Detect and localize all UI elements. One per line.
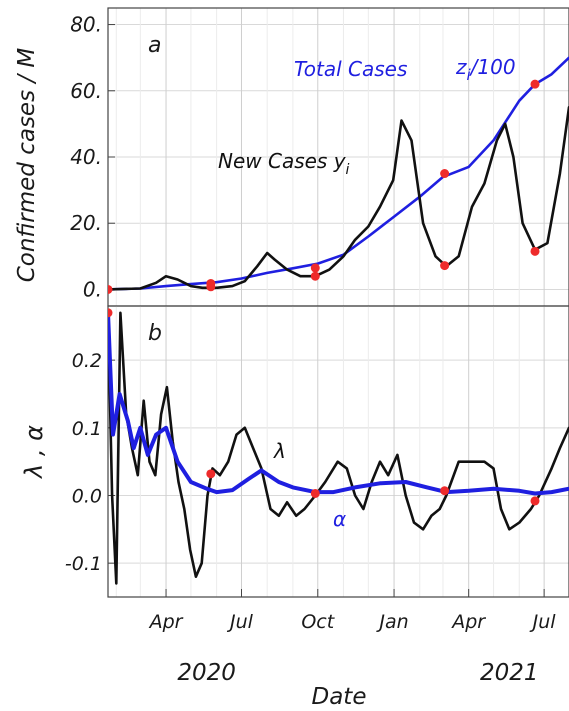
- data-marker: [310, 271, 320, 281]
- series-line-a-0: [108, 56, 569, 291]
- series-line-b-1: [108, 310, 569, 496]
- x-tick-label: Oct: [301, 611, 335, 633]
- panel-b-chart: -0.1 0.0 0.1 0.2 b λ , α λ α: [20, 305, 569, 598]
- y-tick-label: 0.0: [72, 485, 102, 507]
- y-tick-label: 40.: [70, 145, 102, 169]
- year-label: 2020: [177, 660, 236, 686]
- x-tick-label: Jul: [529, 611, 557, 633]
- y-tick-label: -0.1: [65, 553, 102, 575]
- x-tick-label: Apr: [148, 611, 184, 633]
- y-tick-label: 0.: [83, 277, 102, 301]
- y-tick-label: 0.1: [72, 418, 102, 440]
- y-tick-label: 0.2: [72, 350, 102, 372]
- data-marker: [440, 169, 450, 179]
- panel-label-a: a: [148, 33, 161, 58]
- alpha-label: α: [333, 507, 346, 531]
- data-marker: [530, 496, 540, 506]
- plot-frame: [107, 305, 569, 598]
- y-tick-label: 60.: [70, 79, 102, 103]
- x-axis-label: Date: [312, 684, 367, 710]
- y-axis-label-a: Confirmed cases / M: [14, 48, 40, 283]
- grid-a: [108, 8, 569, 306]
- x-tick-label: Jul: [226, 611, 254, 633]
- data-marker: [206, 469, 216, 479]
- data-marker: [530, 246, 540, 256]
- series-line-a-1: [108, 106, 569, 291]
- x-tick-label: Jan: [375, 611, 408, 633]
- data-marker: [108, 308, 113, 318]
- figure-labels: Apr Jul Oct Jan Apr Jul 2020 2021 Date: [148, 589, 557, 710]
- grid-b: [108, 306, 569, 597]
- data-marker: [310, 488, 320, 498]
- data-marker: [206, 278, 216, 288]
- data-marker: [440, 261, 450, 271]
- panel-a-chart: 0. 20. 40. 60. 80. a Confirmed cases / M Total …: [14, 7, 569, 307]
- total-cases-label: Total Cases: [294, 57, 407, 81]
- series-line-b-0: [108, 311, 569, 585]
- lambda-label: λ: [273, 439, 286, 463]
- data-marker: [530, 79, 540, 89]
- data-marker: [310, 263, 320, 273]
- new-cases-label: New Cases yi: [218, 149, 350, 178]
- y-tick-label: 80.: [70, 13, 102, 37]
- x-tick-label: Apr: [450, 611, 486, 633]
- y-tick-label: 20.: [70, 211, 102, 235]
- total-cases-formula: zi/100: [455, 55, 516, 84]
- year-label: 2021: [480, 660, 539, 686]
- y-axis-label-b: λ , α: [20, 425, 48, 480]
- data-marker: [108, 284, 113, 294]
- data-marker: [440, 486, 450, 496]
- panel-label-b: b: [148, 321, 162, 346]
